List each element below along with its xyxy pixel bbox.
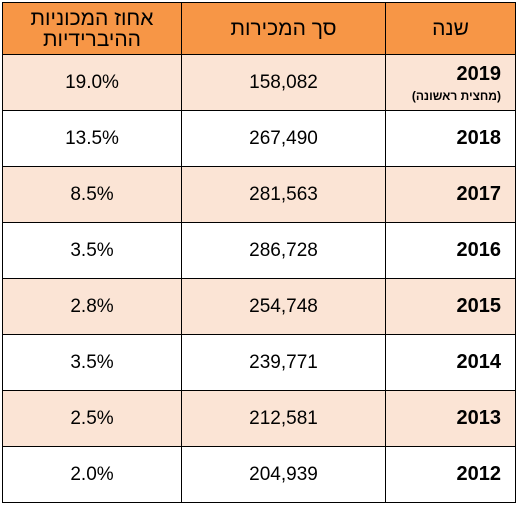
year-cell: 2015 [385,278,516,335]
year-cell: 2017 [385,166,516,223]
sales-cell: 239,771 [181,334,386,391]
year-cell: 2013 [385,390,516,447]
year-cell: 2016 [385,222,516,279]
sales-cell: 212,581 [181,390,386,447]
hybrid-percent-cell: 3.5% [2,222,182,279]
header-year: שנה [385,2,516,55]
table-row: 2016 286,728 3.5% [2,222,516,279]
hybrid-percent-cell: 19.0% [2,54,182,111]
sales-cell: 286,728 [181,222,386,279]
header-hybrid-percent: אחוז המכוניות ההיברידיות [2,2,182,55]
hybrid-percent-cell: 2.0% [2,446,182,503]
sales-cell: 267,490 [181,110,386,167]
header-hybrid-percent-line2: ההיברידיות [43,27,141,51]
year-note: (מחצית ראשונה) [411,88,501,103]
year-cell: 2014 [385,334,516,391]
year-value: 2019 [456,62,502,85]
table-row: 2015 254,748 2.8% [2,278,516,335]
table-row: 2013 212,581 2.5% [2,390,516,447]
table-row: 2014 239,771 3.5% [2,334,516,391]
sales-cell: 281,563 [181,166,386,223]
sales-cell: 204,939 [181,446,386,503]
hybrid-percent-cell: 3.5% [2,334,182,391]
table-row: 2019 (מחצית ראשונה) 158,082 19.0% [2,54,516,111]
hybrid-percent-cell: 2.8% [2,278,182,335]
year-cell: 2019 (מחצית ראשונה) [385,54,516,111]
hybrid-percent-cell: 13.5% [2,110,182,167]
sales-cell: 158,082 [181,54,386,111]
table-row: 2018 267,490 13.5% [2,110,516,167]
hybrid-sales-table: שנה סך המכירות אחוז המכוניות ההיברידיות … [2,2,516,503]
year-cell: 2018 [385,110,516,167]
sales-cell: 254,748 [181,278,386,335]
hybrid-percent-cell: 2.5% [2,390,182,447]
table-container: שנה סך המכירות אחוז המכוניות ההיברידיות … [2,2,516,503]
table-row: 2017 281,563 8.5% [2,166,516,223]
header-sales: סך המכירות [181,2,386,55]
header-row: שנה סך המכירות אחוז המכוניות ההיברידיות [2,2,516,55]
header-hybrid-percent-line1: אחוז המכוניות [30,6,154,30]
hybrid-percent-cell: 8.5% [2,166,182,223]
year-cell: 2012 [385,446,516,503]
table-row: 2012 204,939 2.0% [2,446,516,503]
